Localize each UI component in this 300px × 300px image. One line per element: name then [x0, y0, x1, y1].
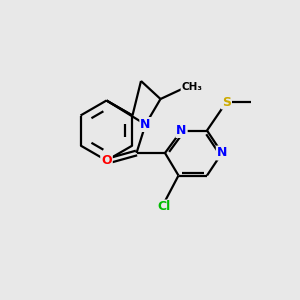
Text: CH₃: CH₃: [182, 82, 203, 92]
Text: N: N: [140, 118, 151, 131]
Text: Cl: Cl: [157, 200, 170, 214]
Text: N: N: [176, 124, 187, 137]
Text: S: S: [222, 95, 231, 109]
Text: O: O: [101, 154, 112, 167]
Text: N: N: [217, 146, 227, 160]
